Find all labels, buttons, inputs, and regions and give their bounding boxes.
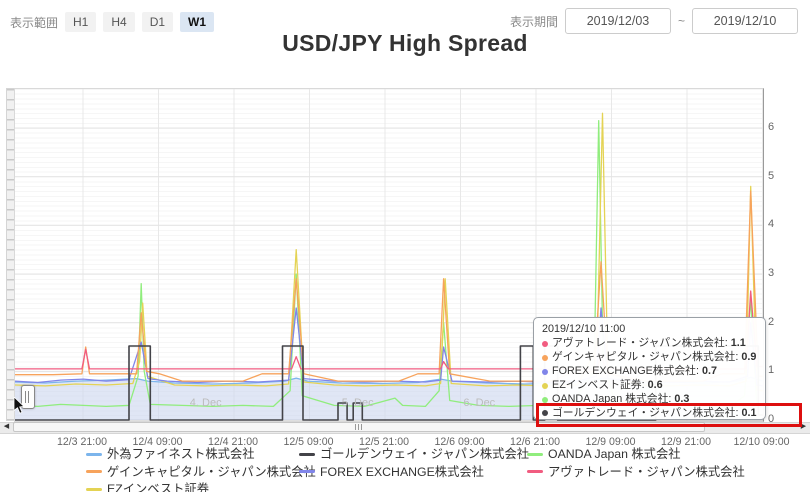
date-to-input[interactable] xyxy=(692,8,798,34)
x-tick-label: 12/4 09:00 xyxy=(132,436,183,448)
legend-item-label: アヴァトレード・ジャパン株式会社 xyxy=(548,464,745,479)
range-label: 表示範囲 xyxy=(10,15,59,30)
handle-grip-icon xyxy=(25,391,30,403)
tooltip-row: FOREX EXCHANGE株式会社: 0.7 xyxy=(542,365,757,379)
tooltip-row: アヴァトレード・ジャパン株式会社: 1.1 xyxy=(542,337,757,351)
scrollbar-grip-icon xyxy=(355,424,363,430)
range-button-h4[interactable]: H4 xyxy=(103,12,135,32)
chart-tooltip: 2019/12/10 11:00 アヴァトレード・ジャパン株式会社: 1.1 ゲイ… xyxy=(533,317,766,420)
period-label: 表示期間 xyxy=(509,14,558,29)
tooltip-series-name: OANDA Japan 株式会社: xyxy=(552,392,672,405)
legend-item-label: ゲインキャピタル・ジャパン株式会社 xyxy=(107,464,316,479)
range-button-d1[interactable]: D1 xyxy=(141,12,174,32)
tooltip-series-name: EZインベスト証券: xyxy=(552,378,645,391)
tooltip-series-name: FOREX EXCHANGE株式会社: xyxy=(552,364,699,377)
scrollbar-handle[interactable] xyxy=(21,385,35,409)
legend-item[interactable]: OANDA Japan 株式会社 xyxy=(527,446,767,463)
y-tick-label: 5 xyxy=(768,169,775,182)
range-button-group: H1 H4 D1 W1 xyxy=(58,12,215,32)
legend-item-label: ゴールデンウェイ・ジャパン株式会社 xyxy=(320,447,530,461)
tooltip-series-value: 0.3 xyxy=(674,392,690,405)
legend-item[interactable]: ゴールデンウェイ・ジャパン株式会社 xyxy=(299,446,530,463)
scrollbar-right-arrow-icon[interactable]: ▶ xyxy=(800,423,807,430)
legend-item[interactable]: 外為ファイネスト株式会社 xyxy=(86,446,299,463)
series-dot-icon xyxy=(542,396,548,403)
tooltip-row: ゴールデンウェイ・ジャパン株式会社: 0.1 xyxy=(542,407,757,421)
tooltip-timestamp: 2019/12/10 11:00 xyxy=(542,323,626,335)
scrollbar-left-arrow-icon[interactable]: ◀ xyxy=(3,423,10,430)
tooltip-row: EZインベスト証券: 0.6 xyxy=(542,379,757,393)
chart-area: 4. Dec 5. Dec 6. Dec 0 1 2 3 4 5 6 12/3 21:00 12/… xyxy=(0,85,810,448)
x-tick-label: 12/6 21:00 xyxy=(509,436,561,448)
tilde-separator: ~ xyxy=(677,14,685,28)
day-label: 5. Dec xyxy=(341,397,374,409)
legend-item[interactable]: FOREX EXCHANGE株式会社 xyxy=(299,464,527,481)
y-tick-label: 3 xyxy=(768,266,775,279)
legend-line-icon xyxy=(86,452,102,456)
y-tick-label: 2 xyxy=(768,315,775,328)
y-tick-label: 0 xyxy=(768,413,775,425)
tooltip-series-name: アヴァトレード・ジャパン株式会社: xyxy=(552,337,728,349)
legend-item[interactable]: アヴァトレード・ジャパン株式会社 xyxy=(527,464,767,481)
page-title: USD/JPY High Spread xyxy=(282,30,528,56)
period-controls: 表示期間 ~ xyxy=(510,8,798,34)
legend-item[interactable]: ゲインキャピタル・ジャパン株式会社 xyxy=(86,464,316,481)
tooltip-rows: アヴァトレード・ジャパン株式会社: 1.1 ゲインキャピタル・ジャパン株式会社: … xyxy=(542,337,757,420)
legend-line-icon xyxy=(299,452,315,456)
legend-item-label: EZインベスト証券 xyxy=(107,482,210,492)
x-tick-label: 12/3 21:00 xyxy=(56,436,108,448)
day-label: 4. Dec xyxy=(189,397,222,409)
tooltip-series-value: 0.6 xyxy=(647,378,663,391)
legend-line-icon xyxy=(527,452,543,456)
legend-item-label: OANDA Japan 株式会社 xyxy=(548,447,681,461)
y-tick-label: 1 xyxy=(768,364,775,377)
series-dot-icon xyxy=(542,354,548,361)
x-tick-label: 12/4 21:00 xyxy=(207,436,259,448)
series-dot-icon xyxy=(542,340,548,347)
tooltip-series-value: 0.7 xyxy=(701,364,717,377)
tooltip-row: ゲインキャピタル・ジャパン株式会社: 0.9 xyxy=(542,351,757,365)
x-tick-label: 12/9 09:00 xyxy=(585,436,636,448)
annotation-highlight-box xyxy=(536,403,802,427)
series-dot-icon xyxy=(542,410,548,417)
legend-line-icon xyxy=(86,470,102,474)
legend-item-label: FOREX EXCHANGE株式会社 xyxy=(320,464,484,479)
x-tick-label: 12/5 21:00 xyxy=(358,436,410,448)
tooltip-series-value: 0.9 xyxy=(741,350,757,363)
series-dot-icon xyxy=(542,368,548,375)
date-from-input[interactable] xyxy=(564,8,671,34)
mouse-cursor-icon xyxy=(13,397,25,414)
day-label: 6. Dec xyxy=(463,397,496,409)
chart-legend: 外為ファイネスト株式会社 ゴールデンウェイ・ジャパン株式会社 OANDA Japan… xyxy=(86,446,796,492)
range-button-w1[interactable]: W1 xyxy=(180,12,215,32)
x-tick-label: 12/10 09:00 xyxy=(733,436,790,448)
range-button-h1[interactable]: H1 xyxy=(65,12,97,32)
y-tick-label: 4 xyxy=(768,218,775,231)
x-tick-label: 12/6 09:00 xyxy=(434,436,485,448)
tooltip-series-value: 0.1 xyxy=(741,406,757,419)
legend-line-icon xyxy=(86,487,102,491)
x-tick-label: 12/9 21:00 xyxy=(660,436,712,448)
series-line-goldenway xyxy=(15,345,763,421)
tooltip-row: OANDA Japan 株式会社: 0.3 xyxy=(542,393,757,407)
legend-item-label: 外為ファイネスト株式会社 xyxy=(107,447,255,461)
legend-item[interactable]: EZインベスト証券 xyxy=(86,481,299,492)
legend-line-icon xyxy=(527,470,543,474)
tooltip-series-name: ゴールデンウェイ・ジャパン株式会社: xyxy=(552,406,739,419)
tooltip-series-value: 1.1 xyxy=(730,337,746,349)
series-dot-icon xyxy=(542,382,548,389)
legend-line-icon xyxy=(299,470,315,474)
tooltip-series-name: ゲインキャピタル・ジャパン株式会社: xyxy=(552,350,739,363)
y-tick-label: 6 xyxy=(768,120,775,133)
x-tick-label: 12/5 09:00 xyxy=(283,436,334,448)
range-controls: 表示範囲 H1 H4 D1 W1 xyxy=(10,12,215,32)
